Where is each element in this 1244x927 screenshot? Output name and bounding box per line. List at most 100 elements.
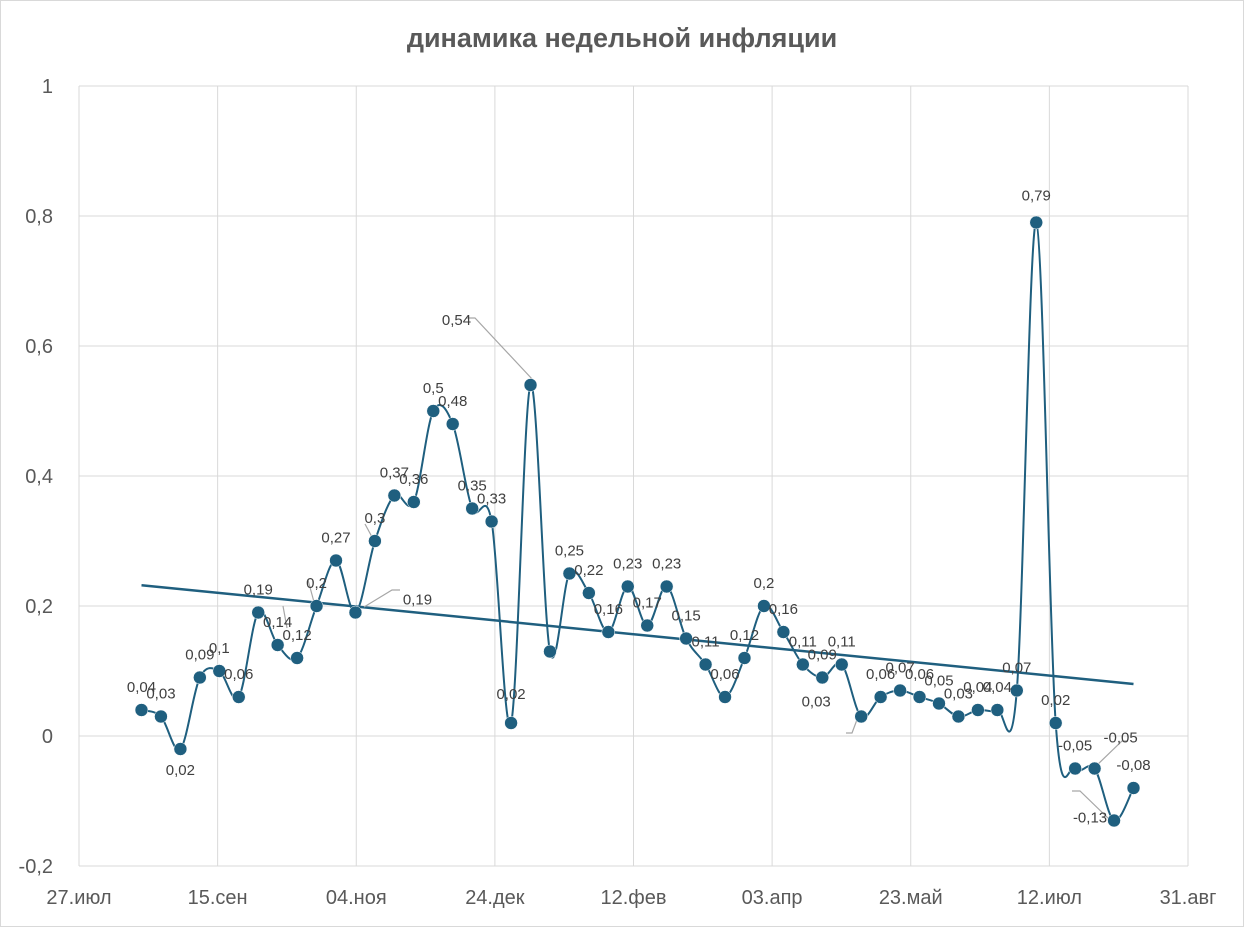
leader-line: [846, 716, 859, 734]
data-label: 0,19: [244, 582, 273, 599]
data-label: 0,03: [944, 686, 973, 703]
data-label: 0,16: [769, 601, 798, 618]
data-label: 0,09: [185, 647, 214, 664]
data-point: [1068, 761, 1082, 776]
data-point: [309, 599, 324, 613]
y-tick-label: 0,8: [25, 206, 53, 228]
data-label: 0,19: [403, 592, 432, 609]
data-points: [134, 215, 1141, 828]
data-point: [232, 690, 246, 704]
data-point: [134, 703, 149, 717]
data-label: 0,37: [380, 465, 409, 482]
data-point: [873, 690, 888, 704]
leader-line: [282, 605, 288, 629]
x-tick-label: 12.июл: [1017, 887, 1082, 909]
data-label: 0,23: [613, 556, 642, 573]
series-line-group: [141, 221, 1135, 822]
data-point: [543, 644, 557, 659]
data-label: 0,14: [263, 614, 292, 631]
data-point: [912, 690, 927, 704]
data-point: [659, 579, 674, 594]
x-tick-label: 24.дек: [465, 887, 525, 909]
data-point: [465, 501, 479, 516]
data-point: [387, 488, 402, 503]
data-label: 0,02: [1041, 692, 1070, 709]
horizontal-gridlines: [79, 85, 1188, 867]
x-tick-label: 23.май: [879, 887, 943, 909]
data-label: 0,12: [730, 627, 759, 644]
data-point: [1126, 781, 1141, 795]
series-line: [141, 221, 1135, 822]
y-tick-label: 0,4: [25, 466, 53, 488]
data-label: 0,3: [364, 510, 385, 527]
x-tick-label: 04.ноя: [326, 887, 387, 909]
data-label: 0,17: [633, 595, 662, 612]
data-point: [815, 670, 830, 685]
data-point: [757, 599, 771, 613]
data-label: 0,22: [574, 562, 603, 579]
data-point: [329, 553, 343, 568]
data-point: [484, 514, 499, 529]
data-point: [1029, 215, 1043, 230]
data-point: [951, 709, 966, 724]
data-point: [426, 404, 441, 418]
data-point: [893, 683, 907, 698]
y-tick-label: 0: [42, 726, 53, 748]
data-label: 0,07: [885, 660, 914, 677]
x-tick-label: 03.апр: [742, 887, 803, 909]
data-point: [270, 638, 285, 652]
data-point: [251, 605, 265, 620]
data-point: [854, 709, 868, 724]
y-tick-label: -0,2: [19, 856, 53, 878]
data-label: 0,16: [594, 601, 623, 618]
data-point: [737, 651, 752, 665]
data-label: 0,05: [924, 673, 953, 690]
data-label: -0,05: [1058, 738, 1092, 755]
x-axis-tick-labels: 27.июл 15.сен 04.ноя 24.дек 12.фев 03.апр 23.м…: [46, 887, 1216, 909]
data-label: 0,23: [652, 556, 681, 573]
data-label: 0,07: [1002, 660, 1031, 677]
data-label: -0,05: [1103, 730, 1137, 747]
data-label: 0,02: [496, 686, 525, 703]
x-tick-label: 12.фев: [600, 887, 666, 909]
data-labels: 0,040,030,020,090,10,060,190,140,120,20,…: [127, 188, 1151, 827]
data-label: 0,11: [692, 634, 720, 651]
data-label: 0,04: [963, 679, 992, 696]
data-label: 0,36: [399, 471, 428, 488]
data-label: 0,54: [442, 312, 471, 329]
data-label: 0,06: [224, 666, 253, 683]
data-point: [971, 703, 985, 717]
y-tick-label: 1: [42, 76, 53, 98]
data-label: 0,15: [672, 608, 701, 625]
data-label: 0,06: [866, 666, 895, 683]
data-point: [193, 670, 207, 685]
data-label: 0,06: [710, 666, 739, 683]
leader-line: [1072, 790, 1111, 821]
data-point: [173, 742, 188, 756]
data-point: [290, 651, 304, 665]
data-point: [834, 657, 849, 672]
data-label: 0,06: [905, 666, 934, 683]
data-point: [1048, 716, 1063, 730]
data-label: -0,13: [1073, 810, 1107, 827]
data-label: 0,25: [555, 543, 584, 560]
trendline-group: [141, 583, 1134, 686]
data-label: 0,03: [802, 694, 831, 711]
data-point: [212, 664, 227, 678]
y-tick-label: 0,6: [25, 336, 53, 358]
data-point: [621, 579, 635, 594]
data-label: 0,27: [321, 530, 350, 547]
data-point: [154, 709, 168, 724]
data-label: 0,5: [423, 380, 444, 397]
data-label: 0,2: [754, 575, 775, 592]
leader-line: [363, 589, 400, 608]
trendline: [141, 583, 1134, 686]
data-label: 0,09: [808, 647, 837, 664]
data-point: [679, 631, 693, 646]
leader-line: [1094, 740, 1128, 768]
data-label: 0,1: [209, 640, 230, 657]
data-point: [698, 657, 713, 672]
data-point: [445, 417, 460, 431]
